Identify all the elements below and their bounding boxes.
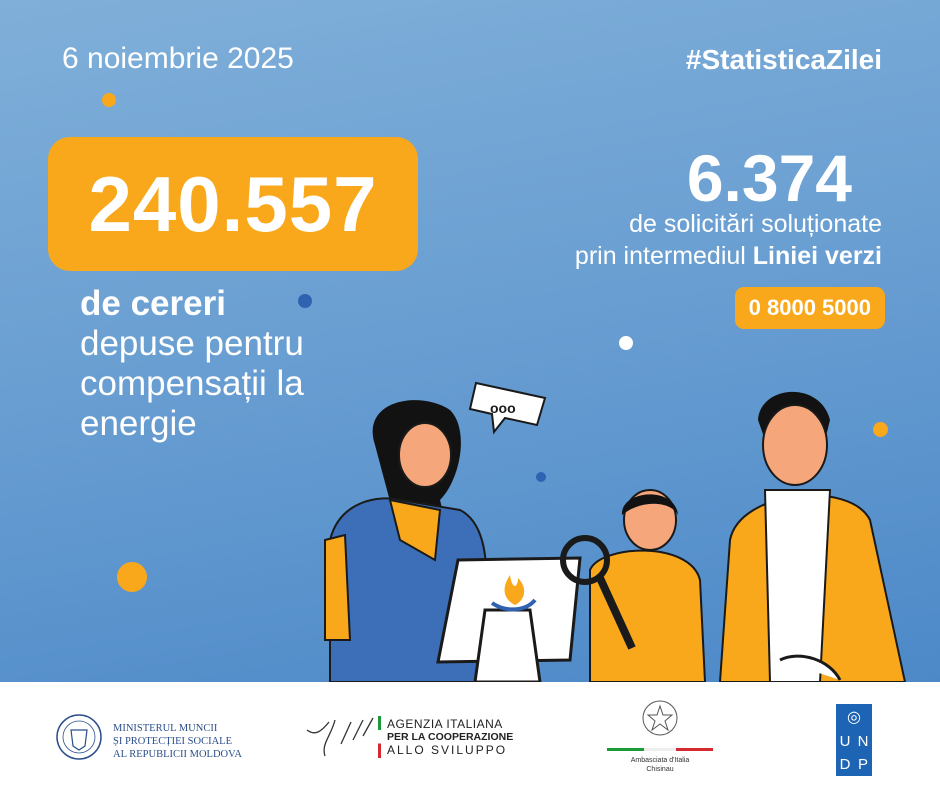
hero-banner: 6 noiembrie 2025 #StatisticaZilei 240.55… xyxy=(0,0,940,682)
main-stat-label: de cereri depuse pentru compensații la e… xyxy=(80,284,420,444)
decor-dot xyxy=(117,562,147,592)
secondary-stat-label: de solicitări soluționate prin intermedi… xyxy=(575,208,882,272)
embassy-line: Chisinau xyxy=(646,766,674,773)
illustration: ooo xyxy=(324,381,907,682)
line2-text: prin intermediul xyxy=(574,242,753,270)
main-stat-box: 240.557 xyxy=(48,137,418,271)
undp-letter: N xyxy=(857,733,869,750)
ministry-line: AL REPUBLICII MOLDOVA xyxy=(113,749,242,760)
magnifying-glass-icon xyxy=(560,535,610,585)
decor-dot xyxy=(298,294,312,308)
embassy-line: Ambasciata d'Italia xyxy=(630,757,690,764)
date: 6 noiembrie 2025 xyxy=(62,42,294,75)
speech-bubble-text: ooo xyxy=(490,400,516,416)
speech-bubble-icon: ooo xyxy=(468,381,547,435)
ministry-line: MINISTERUL MUNCII xyxy=(113,723,218,734)
italian-flag-line xyxy=(607,748,713,751)
decor-dot xyxy=(873,422,888,437)
decor-dot xyxy=(536,472,546,482)
main-stat-label-bold: de cereri xyxy=(80,284,226,323)
man-figure xyxy=(718,391,907,682)
aics-line: ALLO SVILUPPO xyxy=(387,743,508,757)
child-figure xyxy=(560,489,707,682)
secondary-stat-line1: de solicitări soluționate xyxy=(629,210,882,238)
un-emblem-icon: ◎ xyxy=(847,709,861,726)
main-stat-label-rest: depuse pentru compensații la energie xyxy=(80,324,304,443)
undp-letter: U xyxy=(839,733,851,750)
italian-emblem-icon xyxy=(642,700,678,736)
decor-dot xyxy=(102,93,116,107)
line2-bold: Liniei verzi xyxy=(752,242,882,270)
aics-line: AGENZIA ITALIANA xyxy=(387,717,503,731)
decor-dot xyxy=(619,336,633,350)
footer-logos: MINISTERUL MUNCII ȘI PROTECȚIEI SOCIALE … xyxy=(0,682,940,788)
undp-logo: ◎ U N D P xyxy=(836,704,872,776)
hashtag: #StatisticaZilei xyxy=(685,44,882,75)
computer-monitor xyxy=(436,556,582,682)
ministry-logo-text: MINISTERUL MUNCII ȘI PROTECȚIEI SOCIALE … xyxy=(113,722,242,761)
ministry-line: ȘI PROTECȚIEI SOCIALE xyxy=(113,736,232,747)
undp-letter: D xyxy=(839,756,851,773)
italian-flag-bar xyxy=(378,716,381,758)
hotline-phone: 0 8000 5000 xyxy=(734,287,885,329)
aics-dove-icon xyxy=(306,717,374,757)
aics-logo-text: AGENZIA ITALIANA PER LA COOPERAZIONE ALL… xyxy=(387,718,513,757)
undp-letter: P xyxy=(857,756,868,773)
main-stat-value: 240.557 xyxy=(88,159,378,248)
secondary-stat-line2: prin intermediul Liniei verzi xyxy=(575,240,882,272)
aics-line: PER LA COOPERAZIONE xyxy=(387,731,514,743)
flame-logo-icon xyxy=(504,575,525,605)
moldova-coat-of-arms-icon xyxy=(56,714,102,760)
secondary-stat-value: 6.374 xyxy=(686,141,852,215)
embassy-text: Ambasciata d'Italia Chisinau xyxy=(607,756,713,774)
